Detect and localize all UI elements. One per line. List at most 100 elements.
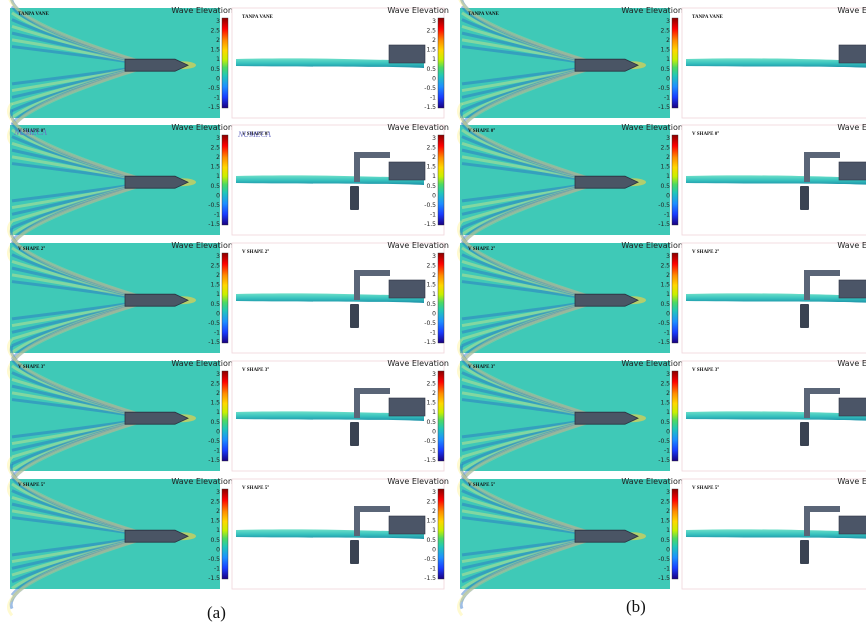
colorbar-tick-label: 0 xyxy=(666,546,670,553)
colorbar-tick-label: 0 xyxy=(216,428,220,435)
colorbar-tick-label: 0 xyxy=(216,192,220,199)
colorbar-tick-label: 0.5 xyxy=(210,537,220,544)
case-label: V SHAPE 5° xyxy=(468,483,495,488)
colorbar-tick-label: 1.5 xyxy=(426,518,436,525)
colorbar-tick-label: -1 xyxy=(214,329,220,336)
colorbar-tick-label: 2.5 xyxy=(210,499,220,506)
wake-band xyxy=(460,180,603,243)
colorbar-tick-label: 0.5 xyxy=(210,301,220,308)
vane-strut xyxy=(804,152,810,182)
case-label: V SHAPE 3° xyxy=(242,368,269,373)
colorbar-title: Wave Elevation xyxy=(387,359,449,368)
colorbar-tick-label: 1 xyxy=(666,291,670,298)
wave-profile xyxy=(686,411,866,421)
colorbar-tick-label: -1 xyxy=(430,94,436,101)
colorbar-tick-label: 2.5 xyxy=(660,28,670,35)
colorbar xyxy=(437,370,445,462)
colorbar-tick-label: -1 xyxy=(430,329,436,336)
wake-band xyxy=(11,416,153,472)
wake-band xyxy=(10,534,153,603)
hull-top-view xyxy=(124,175,189,189)
colorbar-tick-label: -1.5 xyxy=(424,339,436,346)
wake-band xyxy=(459,109,603,184)
wake-band xyxy=(458,0,603,67)
colorbar-tick-label: 2 xyxy=(666,508,670,515)
colorbar-tick-label: -0.5 xyxy=(208,202,220,209)
colorbar-title: Wave Elevation xyxy=(837,359,866,368)
subfigure-caption-b: (b) xyxy=(626,597,646,616)
wake-band xyxy=(459,227,603,302)
wake-band xyxy=(10,298,153,361)
wake-band xyxy=(10,534,153,597)
wake-band xyxy=(10,180,153,243)
vane-blade xyxy=(350,422,359,446)
wake-band xyxy=(460,63,603,132)
hull-side-view xyxy=(838,515,866,535)
wake-band xyxy=(457,416,603,499)
wake-band xyxy=(460,122,603,184)
wake-band xyxy=(460,534,603,597)
colorbar-tick-label: 0.5 xyxy=(426,301,436,308)
wake-band xyxy=(10,416,153,485)
wake-band xyxy=(8,0,153,67)
colorbar-tick-label: -0.5 xyxy=(658,202,670,209)
hull-side-view xyxy=(388,161,426,181)
wake-band xyxy=(459,345,603,420)
wake-band xyxy=(457,534,603,617)
colorbar-tick-label: 2.5 xyxy=(210,28,220,35)
colorbar-tick-label: -1 xyxy=(214,565,220,572)
wake-band xyxy=(461,298,603,354)
colorbar-tick-label: 3 xyxy=(432,253,436,260)
colorbar-tick-label: 1.5 xyxy=(660,282,670,289)
wake-band xyxy=(10,240,153,302)
hull-side-view xyxy=(838,161,866,181)
hull-top-view xyxy=(124,293,189,307)
colorbar-tick-label: 1 xyxy=(432,409,436,416)
wake-band xyxy=(460,0,603,67)
colorbar-tick-label: -1.5 xyxy=(208,221,220,228)
case-label: V SHAPE 3° xyxy=(692,368,719,373)
wake-band xyxy=(11,180,153,236)
colorbar xyxy=(221,252,229,344)
wake-band xyxy=(10,352,153,420)
colorbar-tick-label: 3 xyxy=(666,371,670,378)
hull-side-view xyxy=(388,44,426,64)
colorbar-tick-label: 0.5 xyxy=(426,537,436,544)
wake-band xyxy=(460,470,603,538)
vane-arm xyxy=(804,388,840,394)
colorbar-tick-label: 3 xyxy=(666,253,670,260)
wake-band xyxy=(11,364,153,420)
colorbar-tick-label: 1.5 xyxy=(660,47,670,54)
colorbar-tick-label: 3 xyxy=(432,371,436,378)
hull-top-view xyxy=(574,58,639,72)
colorbar-title: Wave Elevation xyxy=(621,241,683,250)
wake-band xyxy=(11,534,153,590)
colorbar-tick-label: 3 xyxy=(666,18,670,25)
colorbar-tick-label: 0 xyxy=(666,428,670,435)
vane-arm xyxy=(354,388,390,394)
vane-blade xyxy=(800,540,809,564)
vane-strut xyxy=(354,506,360,536)
colorbar-tick-label: -1.5 xyxy=(424,221,436,228)
colorbar-tick-label: 2 xyxy=(666,154,670,161)
wake-band xyxy=(461,246,603,302)
colorbar-tick-label: -1 xyxy=(430,565,436,572)
wake-band xyxy=(10,63,153,132)
wake-band xyxy=(9,534,153,610)
case-label: V SHAPE 0° xyxy=(242,132,269,137)
wake-band xyxy=(460,352,603,420)
colorbar-tick-label: 2 xyxy=(216,390,220,397)
vane-strut xyxy=(354,152,360,182)
wake-band xyxy=(457,338,603,420)
wave-profile xyxy=(236,293,424,303)
colorbar-tick-label: 0 xyxy=(216,75,220,82)
wake-band xyxy=(461,128,603,184)
colorbar-tick-label: 3 xyxy=(216,371,220,378)
wave-profile xyxy=(686,529,866,539)
colorbar-tick-label: 2 xyxy=(666,272,670,279)
colorbar-tick-label: -0.5 xyxy=(424,202,436,209)
colorbar-tick-label: -1 xyxy=(664,447,670,454)
hull-top-view xyxy=(124,411,189,425)
wake-band xyxy=(10,358,153,420)
wake-band xyxy=(7,220,153,302)
